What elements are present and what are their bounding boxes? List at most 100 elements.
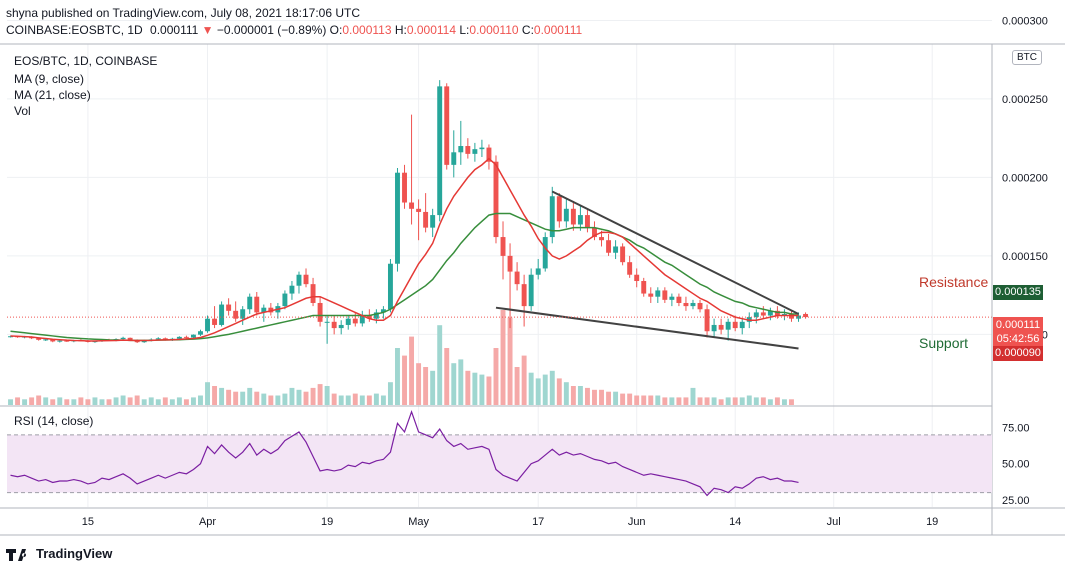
candle-body <box>444 86 450 165</box>
volume-bar <box>514 367 520 405</box>
candle-body <box>387 263 393 310</box>
candle-body <box>380 309 386 313</box>
low-label: L: <box>459 23 470 37</box>
volume-bar <box>760 397 766 405</box>
candle-body <box>303 274 309 285</box>
candle-body <box>261 307 267 313</box>
candle-body <box>317 302 323 322</box>
volume-bar <box>599 389 604 405</box>
y-tick-label: 0.000200 <box>1002 172 1048 184</box>
volume-bar <box>148 397 154 405</box>
resistance-price-tag: 0.000135 <box>993 285 1043 300</box>
volume-bar <box>437 325 443 405</box>
volume-bar <box>641 395 647 405</box>
candle-body <box>570 208 576 225</box>
candle-body <box>366 315 372 319</box>
volume-bar <box>226 389 232 405</box>
x-tick-label: 14 <box>729 516 741 528</box>
volume-bar <box>725 397 731 405</box>
x-tick-label: 19 <box>926 516 938 528</box>
candle-body <box>296 274 302 286</box>
volume-bar <box>155 399 161 405</box>
volume-bar <box>669 397 675 405</box>
volume-bar <box>781 399 787 405</box>
volume-bar <box>310 387 316 405</box>
x-tick-label: Jun <box>628 516 646 528</box>
high-label: H: <box>394 23 407 37</box>
currency-badge[interactable]: BTC <box>1012 50 1042 65</box>
x-tick-label: Apr <box>199 516 216 528</box>
candle-body <box>711 324 717 332</box>
candle-body <box>704 309 710 332</box>
x-tick-label: 19 <box>321 516 333 528</box>
volume-bar <box>289 387 295 405</box>
candle-body <box>760 312 766 316</box>
volume-bar <box>528 372 534 405</box>
volume-bar <box>99 399 105 405</box>
ma9-line <box>10 157 799 342</box>
volume-bar <box>423 367 429 405</box>
candle-body <box>352 318 358 324</box>
candle-body <box>57 340 63 342</box>
candle-body <box>190 334 196 338</box>
open-value: 0.000113 <box>342 23 392 37</box>
volume-bar <box>85 399 91 405</box>
volume-bar <box>176 397 182 405</box>
volume-bar <box>8 399 13 405</box>
volume-bar <box>106 399 112 405</box>
candle-body <box>493 161 499 238</box>
volume-bar <box>521 355 527 405</box>
volume-bar <box>345 395 351 405</box>
volume-bar <box>416 363 422 405</box>
volume-bar <box>57 397 63 405</box>
volume-bar <box>746 395 752 405</box>
volume-bar <box>324 386 330 405</box>
volume-bar <box>352 393 358 405</box>
candle-body <box>205 318 210 332</box>
candle-body <box>584 215 590 228</box>
high-value: 0.000114 <box>406 23 457 37</box>
volume-bar <box>676 397 682 405</box>
volume-bar <box>359 395 365 405</box>
volume-bar <box>240 391 246 405</box>
candle-body <box>331 321 337 329</box>
volume-bar <box>92 397 98 405</box>
volume-bar <box>254 391 260 405</box>
candle-body <box>423 211 429 228</box>
candle-body <box>43 339 49 341</box>
x-tick-label: 15 <box>82 516 94 528</box>
volume-bar <box>789 399 794 405</box>
volume-bar <box>592 389 597 405</box>
legend-vol[interactable]: Vol <box>14 104 31 118</box>
candle-body <box>395 172 400 264</box>
candle-body <box>134 340 140 343</box>
candle-body <box>556 196 562 222</box>
volume-bar <box>120 395 126 405</box>
candle-body <box>662 290 668 300</box>
open-label: O: <box>329 23 343 37</box>
candle-body <box>402 172 407 203</box>
close-value: 0.000111 <box>533 23 583 37</box>
candle-body <box>212 318 218 325</box>
candle-body <box>606 240 612 253</box>
candle-body <box>514 271 520 285</box>
volume-bars <box>8 310 794 405</box>
volume-bar <box>282 393 288 405</box>
legend-ma21[interactable]: MA (21, close) <box>14 88 91 102</box>
candle-body <box>542 237 548 269</box>
legend-ma9[interactable]: MA (9, close) <box>14 72 85 86</box>
volume-bar <box>64 399 70 405</box>
volume-bar <box>767 399 773 405</box>
tradingview-logo[interactable]: TradingView <box>6 546 112 561</box>
support-price-tag: 0.000090 <box>993 346 1043 361</box>
x-tick-label: Jul <box>827 516 841 528</box>
candle-body <box>549 196 555 238</box>
grid <box>7 19 992 507</box>
candle-body <box>120 337 126 340</box>
rsi-tick-label: 75.00 <box>1002 423 1030 435</box>
volume-bar <box>317 384 323 405</box>
candle-body <box>655 290 661 297</box>
volume-bar <box>465 370 471 405</box>
legend-rsi[interactable]: RSI (14, close) <box>14 414 94 428</box>
